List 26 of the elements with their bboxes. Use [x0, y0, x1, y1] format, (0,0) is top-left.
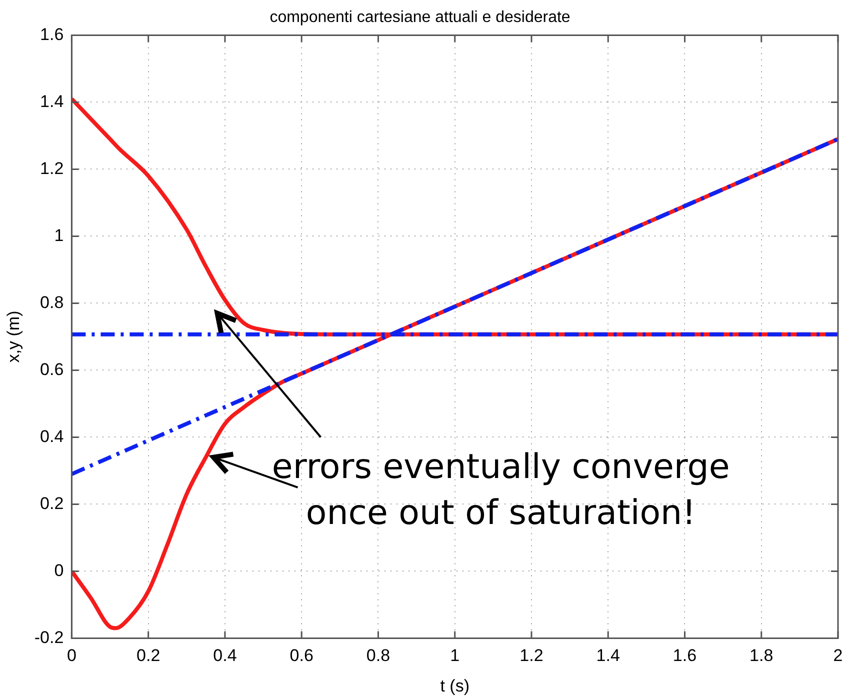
annotation: errors eventually converge: [272, 446, 730, 487]
y-tick-label: 0.6: [40, 360, 64, 379]
y-tick-label: 0: [54, 560, 64, 580]
y-tick-label: -0.2: [34, 628, 64, 647]
x-tick-label: 1.2: [520, 646, 544, 666]
chart-title: componenti cartesiane attuali e desiderate: [270, 9, 570, 26]
x-tick-label: 0: [66, 646, 76, 666]
x-tick-label: 2: [833, 646, 843, 666]
y-tick-label: 1: [54, 226, 64, 245]
annotation: once out of saturation!: [306, 493, 696, 534]
y-tick-label: 0.8: [40, 292, 64, 312]
y-tick-label: 0.2: [40, 494, 64, 513]
x-axis-title: t (s): [440, 676, 470, 696]
x-tick-label: 1: [450, 646, 460, 666]
x-tick-label: 0.8: [366, 646, 390, 666]
x-tick-label: 1.8: [750, 646, 774, 666]
x-tick-label: 0.2: [136, 646, 160, 666]
y-tick-label: 1.2: [40, 158, 64, 178]
x-tick-label: 1.6: [672, 646, 697, 666]
x-tick-label: 1.4: [596, 646, 620, 666]
y-axis-title: x,y (m): [4, 310, 23, 363]
y-tick-label: 1.6: [40, 24, 64, 44]
y-tick-label: 0.4: [40, 426, 64, 446]
x-tick-label: 0.6: [290, 646, 314, 666]
x-tick-label: 0.4: [213, 646, 237, 666]
y-tick-label: 1.4: [40, 92, 64, 111]
